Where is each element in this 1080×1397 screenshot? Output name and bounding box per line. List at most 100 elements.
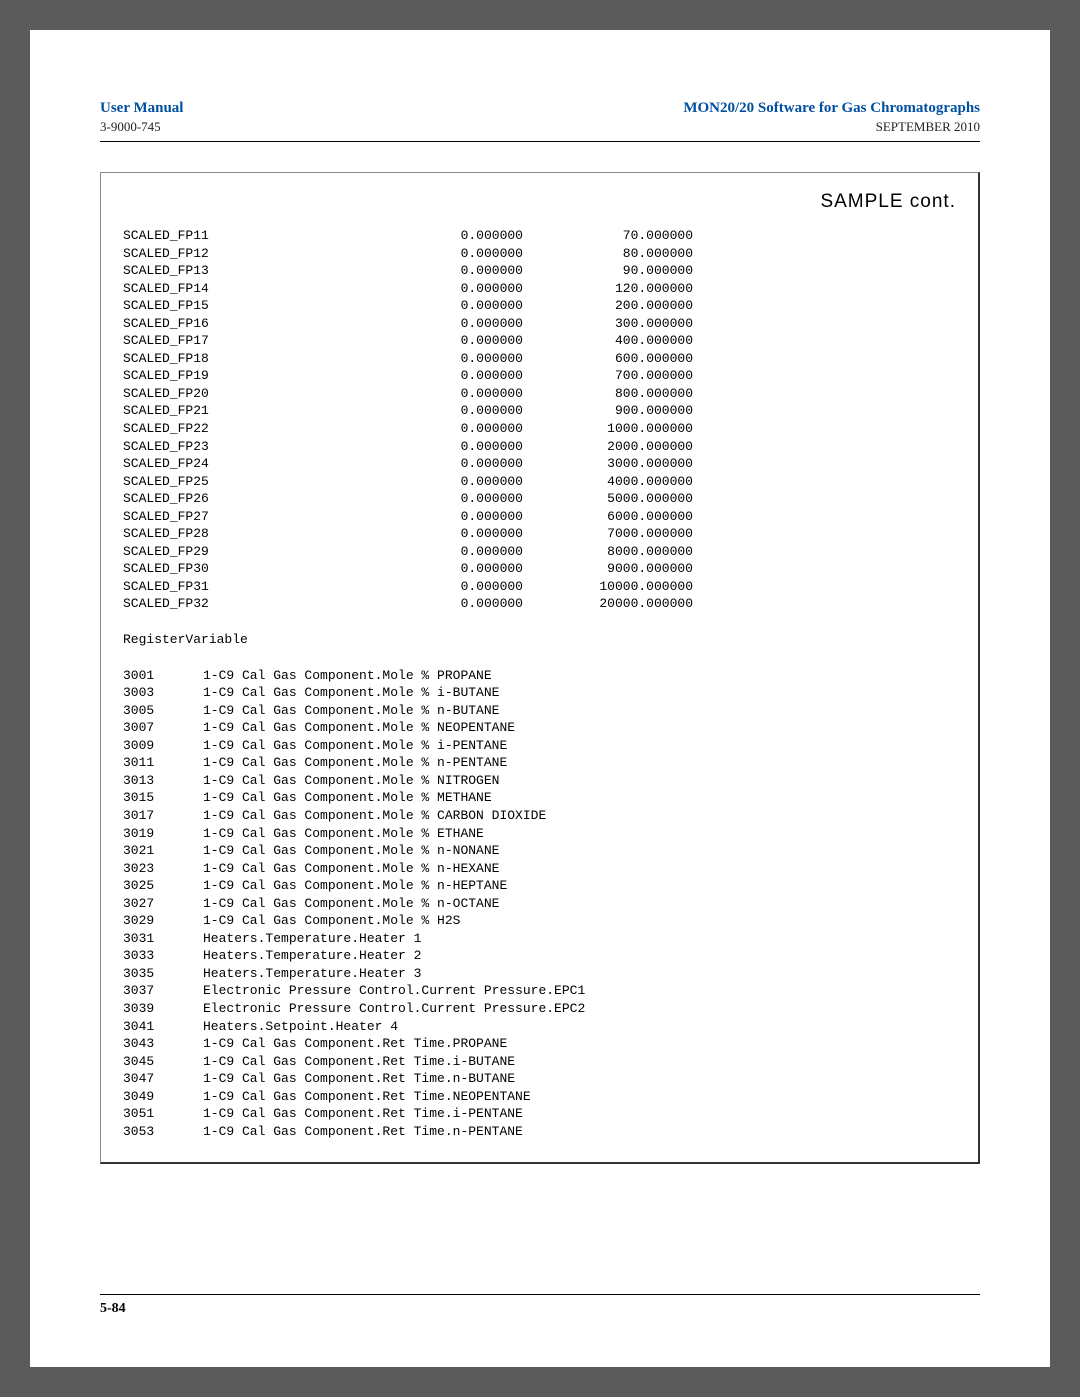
register-heading: RegisterVariable [123, 631, 956, 649]
register-id: 3021 [123, 842, 203, 860]
scaled-name: SCALED_FP18 [123, 350, 353, 368]
scaled-row: SCALED_FP130.00000090.000000 [123, 262, 956, 280]
scaled-col2: 80.000000 [523, 245, 693, 263]
register-row: 30231-C9 Cal Gas Component.Mole % n-HEXA… [123, 860, 956, 878]
register-variable: 1-C9 Cal Gas Component.Mole % ETHANE [203, 825, 956, 843]
scaled-col1: 0.000000 [353, 280, 523, 298]
register-row: 30111-C9 Cal Gas Component.Mole % n-PENT… [123, 754, 956, 772]
scaled-col1: 0.000000 [353, 420, 523, 438]
register-row: 3039Electronic Pressure Control.Current … [123, 1000, 956, 1018]
register-id: 3007 [123, 719, 203, 737]
scaled-col2: 700.000000 [523, 367, 693, 385]
scaled-name: SCALED_FP13 [123, 262, 353, 280]
scaled-row: SCALED_FP320.00000020000.000000 [123, 595, 956, 613]
register-variable: Electronic Pressure Control.Current Pres… [203, 1000, 956, 1018]
scaled-col2: 2000.000000 [523, 438, 693, 456]
scaled-col2: 70.000000 [523, 227, 693, 245]
register-id: 3015 [123, 789, 203, 807]
scaled-row: SCALED_FP110.00000070.000000 [123, 227, 956, 245]
register-variable: 1-C9 Cal Gas Component.Mole % CARBON DIO… [203, 807, 956, 825]
scaled-name: SCALED_FP25 [123, 473, 353, 491]
scaled-name: SCALED_FP12 [123, 245, 353, 263]
register-row: 30071-C9 Cal Gas Component.Mole % NEOPEN… [123, 719, 956, 737]
scaled-row: SCALED_FP270.0000006000.000000 [123, 508, 956, 526]
scaled-col1: 0.000000 [353, 543, 523, 561]
register-row: 30191-C9 Cal Gas Component.Mole % ETHANE [123, 825, 956, 843]
header-doc-number: 3-9000-745 [100, 119, 161, 135]
scaled-row: SCALED_FP160.000000300.000000 [123, 315, 956, 333]
register-variable: 1-C9 Cal Gas Component.Ret Time.n-PENTAN… [203, 1123, 956, 1141]
scaled-name: SCALED_FP29 [123, 543, 353, 561]
scaled-row: SCALED_FP250.0000004000.000000 [123, 473, 956, 491]
register-variable: 1-C9 Cal Gas Component.Mole % METHANE [203, 789, 956, 807]
register-id: 3023 [123, 860, 203, 878]
scaled-name: SCALED_FP20 [123, 385, 353, 403]
register-id: 3031 [123, 930, 203, 948]
scaled-col1: 0.000000 [353, 455, 523, 473]
scaled-values-list: SCALED_FP110.00000070.000000SCALED_FP120… [123, 227, 956, 613]
scaled-name: SCALED_FP31 [123, 578, 353, 596]
register-id: 3025 [123, 877, 203, 895]
register-row: 30011-C9 Cal Gas Component.Mole % PROPAN… [123, 667, 956, 685]
register-id: 3045 [123, 1053, 203, 1071]
scaled-row: SCALED_FP290.0000008000.000000 [123, 543, 956, 561]
scaled-name: SCALED_FP24 [123, 455, 353, 473]
register-variable: 1-C9 Cal Gas Component.Ret Time.NEOPENTA… [203, 1088, 956, 1106]
scaled-col1: 0.000000 [353, 332, 523, 350]
scaled-col2: 9000.000000 [523, 560, 693, 578]
register-row: 30091-C9 Cal Gas Component.Mole % i-PENT… [123, 737, 956, 755]
register-id: 3027 [123, 895, 203, 913]
scaled-name: SCALED_FP32 [123, 595, 353, 613]
scaled-col2: 4000.000000 [523, 473, 693, 491]
scaled-col2: 600.000000 [523, 350, 693, 368]
scaled-col1: 0.000000 [353, 245, 523, 263]
register-variable: 1-C9 Cal Gas Component.Mole % H2S [203, 912, 956, 930]
register-row: 30271-C9 Cal Gas Component.Mole % n-OCTA… [123, 895, 956, 913]
register-row: 30511-C9 Cal Gas Component.Ret Time.i-PE… [123, 1105, 956, 1123]
register-row: 30051-C9 Cal Gas Component.Mole % n-BUTA… [123, 702, 956, 720]
register-row: 30131-C9 Cal Gas Component.Mole % NITROG… [123, 772, 956, 790]
register-id: 3009 [123, 737, 203, 755]
scaled-name: SCALED_FP23 [123, 438, 353, 456]
sample-listing-box: SAMPLE cont. SCALED_FP110.00000070.00000… [100, 172, 980, 1164]
register-heading-col1: Register [123, 632, 185, 647]
scaled-col1: 0.000000 [353, 508, 523, 526]
register-list: 30011-C9 Cal Gas Component.Mole % PROPAN… [123, 667, 956, 1141]
register-id: 3019 [123, 825, 203, 843]
scaled-col1: 0.000000 [353, 367, 523, 385]
scaled-col1: 0.000000 [353, 315, 523, 333]
scaled-col2: 400.000000 [523, 332, 693, 350]
register-variable: 1-C9 Cal Gas Component.Mole % PROPANE [203, 667, 956, 685]
page-number: 5-84 [100, 1301, 126, 1316]
register-id: 3039 [123, 1000, 203, 1018]
register-id: 3037 [123, 982, 203, 1000]
scaled-col2: 10000.000000 [523, 578, 693, 596]
register-variable: 1-C9 Cal Gas Component.Mole % n-HEPTANE [203, 877, 956, 895]
header-top-row: User Manual MON20/20 Software for Gas Ch… [100, 100, 980, 117]
scaled-col1: 0.000000 [353, 297, 523, 315]
register-row: 30171-C9 Cal Gas Component.Mole % CARBON… [123, 807, 956, 825]
register-id: 3049 [123, 1088, 203, 1106]
scaled-row: SCALED_FP260.0000005000.000000 [123, 490, 956, 508]
header-sub-row: 3-9000-745 SEPTEMBER 2010 [100, 119, 980, 135]
scaled-col2: 120.000000 [523, 280, 693, 298]
scaled-name: SCALED_FP17 [123, 332, 353, 350]
register-id: 3001 [123, 667, 203, 685]
scaled-col2: 7000.000000 [523, 525, 693, 543]
scaled-col2: 6000.000000 [523, 508, 693, 526]
scaled-col2: 800.000000 [523, 385, 693, 403]
scaled-name: SCALED_FP22 [123, 420, 353, 438]
register-id: 3013 [123, 772, 203, 790]
register-variable: 1-C9 Cal Gas Component.Mole % i-BUTANE [203, 684, 956, 702]
register-row: 3041Heaters.Setpoint.Heater 4 [123, 1018, 956, 1036]
scaled-row: SCALED_FP120.00000080.000000 [123, 245, 956, 263]
register-row: 30531-C9 Cal Gas Component.Ret Time.n-PE… [123, 1123, 956, 1141]
register-row: 30291-C9 Cal Gas Component.Mole % H2S [123, 912, 956, 930]
scaled-col1: 0.000000 [353, 350, 523, 368]
scaled-row: SCALED_FP230.0000002000.000000 [123, 438, 956, 456]
register-row: 3033Heaters.Temperature.Heater 2 [123, 947, 956, 965]
scaled-col1: 0.000000 [353, 262, 523, 280]
register-id: 3003 [123, 684, 203, 702]
header-left-title: User Manual [100, 100, 183, 117]
register-variable: 1-C9 Cal Gas Component.Ret Time.i-BUTANE [203, 1053, 956, 1071]
